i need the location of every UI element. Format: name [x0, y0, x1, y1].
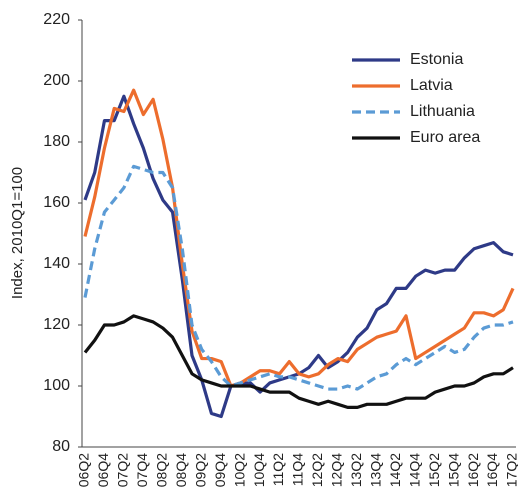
x-tick-label: 11Q2 — [270, 453, 286, 486]
y-tick-label: 160 — [43, 194, 70, 211]
series-line — [83, 314, 514, 409]
y-tick-label: 220 — [43, 11, 70, 28]
x-tick-label: 13Q4 — [368, 453, 384, 487]
x-tick-label: 12Q2 — [309, 453, 325, 487]
x-tick-label: 06Q4 — [95, 453, 111, 487]
x-tick-label: 09Q4 — [212, 453, 228, 487]
legend-label: Latvia — [410, 77, 453, 94]
y-tick-label: 100 — [43, 377, 70, 394]
x-tick-label: 07Q4 — [134, 453, 150, 487]
x-tick-label: 14Q4 — [406, 453, 422, 487]
series-line — [83, 164, 514, 391]
x-tick-label: 16Q4 — [484, 453, 500, 487]
x-tick-label: 16Q2 — [465, 453, 481, 487]
y-axis-label: Index, 2010Q1=100 — [9, 167, 26, 299]
x-tick-label: 11Q4 — [290, 453, 306, 486]
series-line — [83, 88, 515, 388]
x-tick-label: 15Q2 — [426, 453, 442, 487]
x-tick-label: 10Q2 — [231, 453, 247, 487]
y-tick-label: 140 — [43, 255, 70, 272]
x-tick-label: 07Q2 — [115, 453, 131, 487]
legend-label: Estonia — [410, 51, 463, 68]
legend-label: Lithuania — [410, 103, 475, 120]
x-tick-label: 08Q4 — [173, 453, 189, 487]
y-tick-label: 180 — [43, 133, 70, 150]
x-tick-label: 06Q2 — [76, 453, 92, 487]
x-tick-label: 13Q2 — [348, 453, 364, 487]
x-tick-label: 10Q4 — [251, 453, 267, 487]
x-tick-label: 14Q2 — [387, 453, 403, 487]
x-tick-label: 08Q2 — [154, 453, 170, 487]
x-tick-label: 09Q2 — [192, 453, 208, 487]
x-tick-label: 12Q4 — [329, 453, 345, 487]
y-tick-label: 120 — [43, 316, 70, 333]
legend-label: Euro area — [410, 129, 480, 146]
x-tick-label: 15Q4 — [445, 453, 461, 487]
y-tick-label: 200 — [43, 72, 70, 89]
x-tick-label: 17Q2 — [504, 453, 518, 487]
y-tick-label: 80 — [52, 438, 70, 455]
